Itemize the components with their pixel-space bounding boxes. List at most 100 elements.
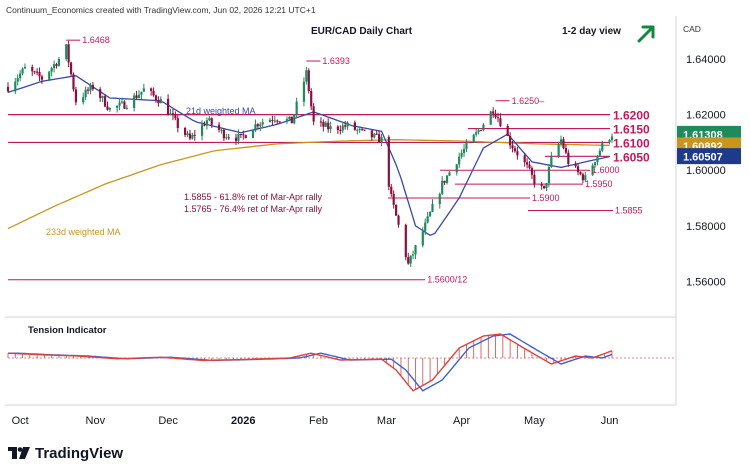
- candle-body: [443, 180, 446, 183]
- candle-body: [89, 84, 92, 91]
- up-arrow-icon: [637, 25, 655, 43]
- candle-body: [259, 124, 262, 127]
- candle-body: [302, 81, 306, 102]
- candle-body: [193, 134, 196, 136]
- candle-body: [150, 88, 153, 91]
- candle-body: [547, 166, 551, 184]
- candle-body: [254, 124, 257, 131]
- candle-body: [140, 91, 143, 95]
- candle-body: [448, 172, 451, 176]
- candle-body: [528, 164, 531, 168]
- x-tick-label-4: Feb: [309, 415, 328, 427]
- candle-body: [322, 121, 325, 127]
- candle-body: [324, 122, 327, 127]
- candle-body: [152, 90, 155, 96]
- candle-body: [14, 81, 17, 92]
- level-label-2: 1.6250–: [512, 96, 545, 106]
- candle-body: [65, 44, 68, 59]
- candle-body: [120, 101, 124, 103]
- candle-body: [101, 96, 104, 98]
- candle-body: [373, 133, 376, 138]
- annotations-layer: 1.6468 1.6393 1.6250– 1.5600/12 1.62001.6150…: [82, 35, 650, 285]
- candle-body: [506, 125, 509, 136]
- candle-body: [82, 97, 85, 103]
- candle-body: [421, 231, 424, 246]
- candle-body: [31, 66, 34, 72]
- candle-body: [407, 257, 410, 264]
- candle-body: [411, 254, 415, 256]
- candle-body: [244, 135, 247, 139]
- candle-body: [52, 64, 56, 69]
- candle-body: [380, 136, 383, 143]
- candle-body: [103, 96, 107, 107]
- candle-body: [564, 148, 568, 153]
- candle-body: [268, 119, 272, 123]
- candle-body: [327, 122, 330, 130]
- candle-body: [540, 184, 543, 186]
- candle-body: [545, 183, 548, 189]
- candle-body: [562, 139, 565, 149]
- candle-body: [610, 136, 614, 141]
- candle-body: [550, 155, 553, 167]
- candle-body: [494, 113, 497, 118]
- candle-body: [154, 95, 158, 101]
- candle-body: [591, 165, 594, 176]
- candle-body: [460, 153, 463, 157]
- ma233-label: 233d weighted MA: [46, 227, 121, 237]
- candle-body: [159, 98, 162, 104]
- candle-body: [137, 94, 141, 98]
- candle-body: [392, 193, 395, 205]
- y-tick-label-2: 1.60000: [686, 165, 726, 177]
- price-tag-2: 1.60507: [677, 148, 741, 165]
- candle-body: [579, 172, 582, 175]
- candle-body: [310, 90, 313, 107]
- candle-body: [455, 164, 458, 173]
- candle-body: [123, 101, 126, 109]
- candle-body: [256, 124, 259, 127]
- candle-body: [542, 185, 546, 189]
- candle-body: [157, 100, 160, 104]
- candle-body: [344, 125, 347, 127]
- candle-body: [390, 186, 393, 194]
- x-tick-label-8: Jun: [601, 415, 619, 427]
- candle-body: [511, 145, 514, 149]
- candle-body: [106, 106, 109, 110]
- x-tick-label-2: Dec: [158, 415, 178, 427]
- candle-body: [557, 143, 560, 156]
- x-tick-label-7: May: [524, 415, 545, 427]
- candle-body: [530, 167, 534, 175]
- candle-body: [142, 88, 145, 92]
- level-label-0: 1.6468: [82, 35, 110, 45]
- candle-body: [496, 117, 500, 119]
- candle-body: [576, 166, 580, 173]
- candle-body: [285, 119, 289, 122]
- candle-body: [208, 118, 211, 121]
- candle-body: [608, 140, 611, 143]
- candle-body: [404, 224, 407, 258]
- candle-body: [479, 130, 483, 132]
- candle-body: [409, 255, 412, 264]
- candle-body: [203, 124, 206, 126]
- candle-body: [135, 95, 138, 98]
- candle-body: [341, 125, 344, 131]
- level-label-1: 1.6393: [322, 56, 350, 66]
- x-tick-label-3: 2026: [231, 415, 255, 427]
- candle-body: [523, 155, 526, 163]
- candle-body: [492, 111, 495, 114]
- tradingview-logo-icon: [8, 447, 30, 459]
- chart-source: Continuum_Economics created with Trading…: [6, 5, 316, 15]
- candle-body: [191, 134, 194, 139]
- ma21-label: 21d weighted MA: [186, 106, 256, 116]
- candle-body: [125, 107, 128, 109]
- candle-body: [288, 116, 291, 120]
- candle-body: [601, 142, 604, 151]
- tradingview-logo[interactable]: TradingView: [8, 445, 123, 462]
- candle-body: [596, 155, 599, 163]
- level-label-9: 1.5950: [585, 179, 613, 189]
- candle-body: [33, 71, 36, 73]
- level-label-10: 1.5900: [532, 193, 560, 203]
- candle-body: [188, 133, 192, 139]
- candle-body: [438, 193, 441, 204]
